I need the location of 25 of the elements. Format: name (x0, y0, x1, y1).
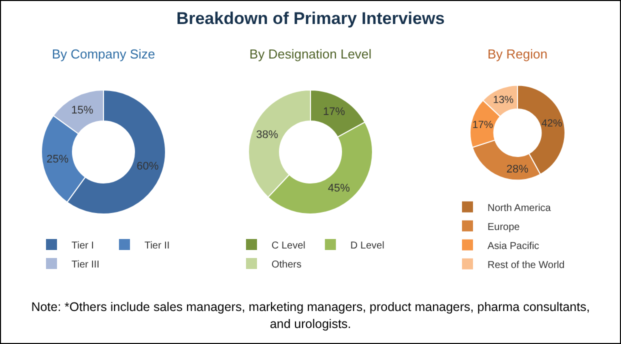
chart-title: By Region (488, 46, 548, 62)
data-label: 25% (46, 153, 69, 166)
legend-label: North America (488, 202, 552, 214)
legend-label: C Level (272, 240, 306, 252)
data-label: 28% (506, 163, 529, 176)
data-label: 15% (71, 104, 94, 117)
text: Breakdown of Primary Interviews (175, 9, 446, 29)
legend-label: D Level (350, 240, 384, 252)
legend-label: Europe (488, 222, 520, 233)
data-label: 45% (328, 182, 350, 195)
chart-title: By Company Size (52, 46, 156, 62)
data-label: 17% (472, 120, 494, 131)
legend-label: Tier I (72, 240, 94, 252)
legend-label: Tier II (144, 240, 170, 252)
data-label: 60% (136, 160, 159, 172)
legend-label: Asia Pacific (488, 240, 540, 252)
data-label: 38% (256, 128, 278, 141)
data-label: 17% (323, 106, 346, 118)
legend-label: Tier III (72, 259, 100, 270)
data-label: 42% (542, 118, 562, 130)
legend-label: Others (272, 259, 302, 270)
text: Note: *Others include sales managers, marketing managers, product managers, pharma consultants, and urologists. (30, 299, 591, 333)
legend-label: Rest of the World (488, 260, 565, 271)
chart-title: By Designation Level (249, 46, 372, 62)
data-label: 13% (492, 94, 514, 106)
